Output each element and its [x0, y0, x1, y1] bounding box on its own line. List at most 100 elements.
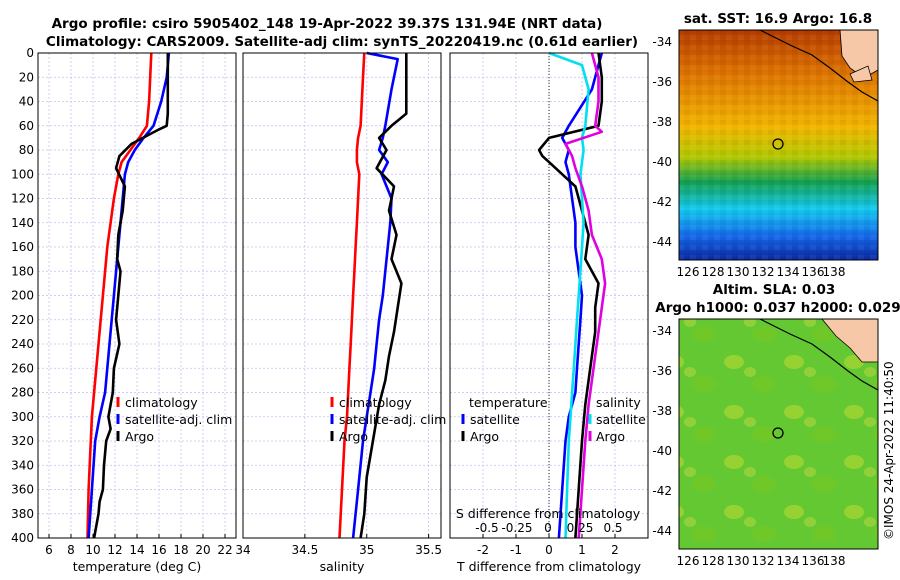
sst-heatmap-texture [679, 30, 878, 260]
sst-argo-marker [772, 138, 784, 150]
copyright-stamp: ©IMOS 24-Apr-2022 11:40:50 [882, 361, 896, 540]
y-tick-label: 360 [11, 483, 34, 497]
legend-entry: Argo [596, 429, 625, 444]
map-y-tick-label: -38 [652, 115, 672, 129]
legend-entry: satellite [596, 412, 646, 427]
x-tick-label: 0 [545, 543, 553, 557]
map-x-tick-label: 136 [802, 554, 825, 568]
map-x-tick-label: 132 [752, 554, 775, 568]
sst-shelf-contour [759, 29, 879, 102]
map-y-tick-label: -36 [652, 364, 672, 378]
y-tick-label: 0 [26, 46, 34, 60]
s-tick-label: 0.25 [567, 521, 594, 535]
s-tick-label: 0.5 [603, 521, 622, 535]
x-tick-label: 2 [611, 543, 619, 557]
x-axis-label: salinity [320, 559, 365, 574]
map-y-tick-label: -40 [652, 444, 672, 458]
series-line-climatology [86, 52, 153, 539]
x-tick-label: 12 [107, 543, 122, 557]
temperature-panel: 6 8 10 12 14 16 18 20 22020406080100120140160180… [11, 46, 237, 574]
y-tick-label: 180 [11, 264, 34, 278]
legend-entry: satellite [470, 412, 520, 427]
y-tick-label: 240 [11, 337, 34, 351]
x-tick-label: 18 [173, 543, 188, 557]
legend-entry: salinity [596, 395, 641, 410]
series-line-argo [92, 53, 170, 539]
x-tick-label: 20 [195, 543, 210, 557]
map-y-tick-label: -44 [652, 235, 672, 249]
legend-entry: Argo [339, 429, 368, 444]
map-y-tick-label: -40 [652, 155, 672, 169]
y-tick-label: 320 [11, 434, 34, 448]
map-y-tick-label: -36 [652, 75, 672, 89]
sla-map-frame [678, 318, 879, 550]
x-tick-label: 1 [578, 543, 586, 557]
map-y-tick-label: -34 [652, 324, 672, 338]
sla-heatmap-texture [679, 319, 878, 549]
legend-entry: climatology [125, 395, 198, 410]
y-tick-label: 140 [11, 216, 34, 230]
plot-frame [242, 52, 442, 539]
title-line-1: Argo profile: csiro 5905402_148 19-Apr-2… [52, 16, 603, 32]
map-y-tick-label: -34 [652, 35, 672, 49]
s-tick-label: 0 [544, 521, 552, 535]
y-tick-label: 280 [11, 386, 34, 400]
map-y-tick-label: -44 [652, 524, 672, 538]
series-line-climatology [338, 52, 366, 539]
legend-entry: climatology [339, 395, 412, 410]
series-line-satellite-adj-clim [87, 52, 171, 539]
y-tick-label: 80 [19, 143, 34, 157]
x-tick-label: 35.5 [415, 543, 442, 557]
sst-map-panel: sat. SST: 16.9 Argo: 16.8 126 128 130 132 13… [652, 11, 879, 279]
series-line-argo [359, 53, 408, 539]
title-line-2: Climatology: CARS2009. Satellite-adj cli… [46, 34, 638, 50]
series-line-s-argo [564, 52, 607, 539]
map-y-tick-label: -38 [652, 404, 672, 418]
s-tick-label: -0.25 [501, 521, 532, 535]
y-tick-label: 260 [11, 361, 34, 375]
salinity-panel: 34 34.5 35 35.5 salinity climatology satellite… [235, 51, 446, 574]
y-tick-label: 160 [11, 240, 34, 254]
sla-title-line-2: Argo h1000: 0.037 h2000: 0.029 [655, 300, 900, 316]
x-tick-label: 8 [67, 543, 75, 557]
s-axis-label: S difference from climatology [456, 506, 641, 521]
series-line-t-argo [537, 52, 604, 539]
s-tick-label: -0.5 [475, 521, 498, 535]
legend-entry: temperature [469, 395, 548, 410]
y-tick-label: 200 [11, 289, 34, 303]
difference-panel: -2 -1 0 1 2 T difference from climatology -0.5… [449, 51, 649, 574]
series-line-s-satellite [548, 51, 590, 539]
map-x-tick-label: 126 [677, 554, 700, 568]
y-tick-label: 60 [19, 119, 34, 133]
sla-argo-marker [772, 427, 784, 439]
x-tick-label: 34 [235, 543, 250, 557]
x-tick-label: -2 [477, 543, 489, 557]
map-x-tick-label: 128 [702, 554, 725, 568]
y-tick-label: 380 [11, 507, 34, 521]
map-x-tick-label: 134 [777, 265, 800, 279]
map-x-tick-label: 138 [823, 554, 846, 568]
map-y-tick-label: -42 [652, 484, 672, 498]
x-tick-label: 6 [45, 543, 53, 557]
y-tick-label: 220 [11, 313, 34, 327]
sla-title-line-1: Altim. SLA: 0.03 [713, 282, 835, 298]
map-y-tick-label: -42 [652, 195, 672, 209]
map-x-tick-label: 132 [752, 265, 775, 279]
series-line-satellite-adj-clim [351, 51, 400, 539]
legend-entry: satellite-adj. clim [125, 412, 232, 427]
x-axis-label: temperature (deg C) [73, 559, 202, 574]
y-tick-label: 20 [19, 70, 34, 84]
x-tick-label: 35 [359, 543, 374, 557]
sst-map-frame [678, 29, 879, 261]
map-x-tick-label: 136 [802, 265, 825, 279]
map-x-tick-label: 130 [727, 554, 750, 568]
x-tick-label: 22 [217, 543, 232, 557]
map-x-tick-label: 126 [677, 265, 700, 279]
y-tick-label: 400 [11, 531, 34, 545]
sst-island-shape [849, 65, 873, 83]
map-x-tick-label: 134 [777, 554, 800, 568]
y-tick-label: 300 [11, 410, 34, 424]
